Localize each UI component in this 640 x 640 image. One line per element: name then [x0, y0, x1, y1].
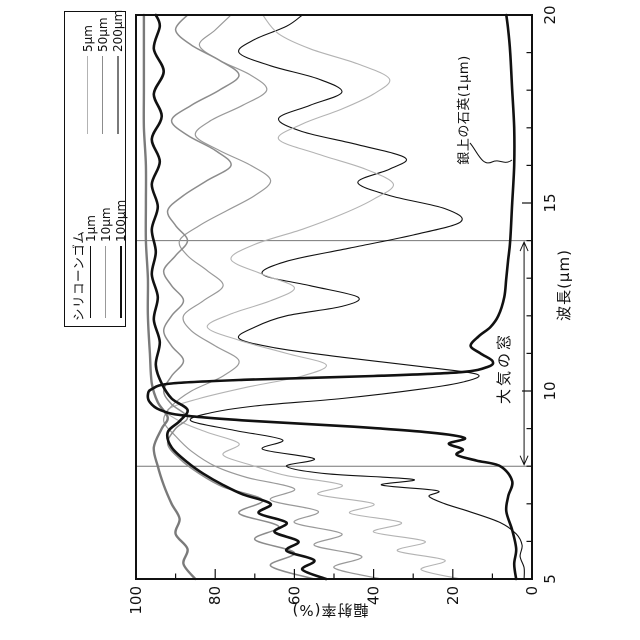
series-curve-quartz — [146, 13, 518, 581]
series-curve-s10 — [163, 14, 383, 580]
legend-item-label: 100μm — [113, 199, 128, 242]
legend-item: 100μm — [113, 200, 128, 318]
series-curve-s1 — [189, 14, 525, 580]
window-arrow-head-right — [519, 240, 529, 252]
series-curve-s50 — [162, 14, 315, 580]
y-tick-label: 20 — [444, 586, 462, 605]
y-tick-label: 40 — [365, 586, 383, 605]
legend-item: 1μm — [83, 200, 98, 318]
x-tick-label: 20 — [541, 5, 559, 24]
legend-item-label: 50μm — [95, 17, 110, 52]
legend-column-1: 1μm 10μm 100μm — [83, 200, 128, 318]
legend-item-label: 10μm — [98, 207, 113, 242]
legend-line-sample-10um — [105, 246, 106, 318]
y-tick-label: 60 — [285, 586, 303, 605]
legend-item: 50μm — [95, 10, 110, 134]
y-tick-label: 80 — [206, 586, 224, 605]
legend-item-label: 200μm — [110, 9, 125, 52]
quartz-on-silver-label: 銀上の石英(1μm) — [457, 55, 472, 165]
legend-item-label: 5μm — [80, 25, 95, 52]
legend-box: シリコーンゴム 1μm 10μm 100μm 5μm — [64, 10, 128, 327]
legend-line-sample-50um — [102, 56, 103, 134]
y-tick-label: 0 — [523, 586, 541, 596]
legend-line-sample-100um — [119, 246, 122, 318]
legend-column-2: 5μm 50μm 200μm — [80, 10, 125, 134]
plot-border — [135, 14, 533, 580]
series-curve-s200 — [142, 13, 197, 581]
legend-line-sample-1um — [90, 246, 91, 318]
series-curve-s100 — [150, 13, 328, 581]
legend-item-label: 1μm — [83, 215, 98, 242]
y-axis-label: 輻射率(%) — [291, 601, 369, 619]
x-tick-label: 15 — [541, 193, 559, 212]
quartz-leader-line — [469, 142, 513, 164]
series-curve-s5 — [166, 14, 462, 580]
x-tick-label: 10 — [541, 381, 559, 400]
atmospheric-window-label: 大気の窓 — [495, 332, 513, 405]
window-arrow-head-left — [519, 455, 529, 466]
legend-line-sample-200um — [116, 56, 119, 134]
x-tick-label: 5 — [541, 574, 559, 584]
legend-item: 10μm — [98, 200, 113, 318]
x-axis-label: 波長(μm) — [555, 249, 573, 321]
legend-item: 200μm — [110, 10, 125, 134]
legend-line-sample-5um — [87, 56, 88, 134]
legend-item: 5μm — [80, 10, 95, 134]
y-tick-label: 100 — [127, 586, 145, 615]
